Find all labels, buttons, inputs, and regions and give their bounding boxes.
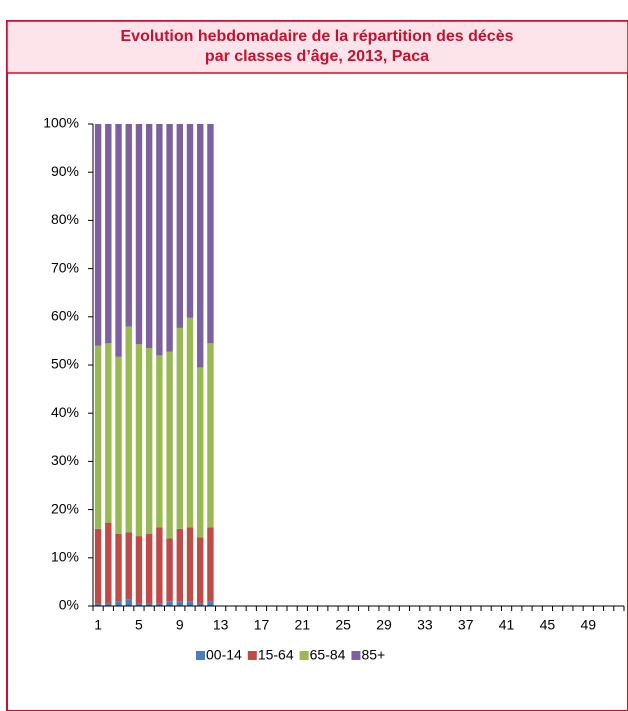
bar-segment	[105, 603, 112, 606]
legend-swatch	[196, 651, 205, 660]
bar-segment	[145, 603, 153, 606]
bar-segment	[186, 124, 194, 318]
y-tick-label: 70%	[51, 259, 79, 275]
bar-segment	[135, 536, 143, 604]
bar-segment	[176, 327, 183, 529]
bar-segment	[166, 124, 173, 352]
bar-segment	[145, 124, 153, 349]
y-tick-label: 40%	[51, 404, 79, 420]
bar-segment	[176, 124, 183, 328]
x-tick-label: 17	[254, 617, 270, 633]
x-tick-label: 13	[213, 617, 229, 633]
bar-segment	[197, 367, 204, 538]
bar-segment	[207, 527, 214, 602]
bar-segment	[105, 522, 112, 604]
bar-segment	[115, 356, 122, 534]
bar-segment	[197, 537, 204, 604]
bar-segment	[176, 528, 183, 602]
bar-segment	[145, 348, 153, 534]
x-tick-label: 9	[176, 617, 184, 633]
bar-segment	[135, 124, 143, 345]
x-tick-label: 49	[580, 617, 596, 633]
legend-swatch	[247, 651, 257, 660]
bar-segment	[156, 603, 163, 606]
bar-segment	[176, 601, 183, 606]
y-tick-label: 90%	[51, 163, 79, 179]
bar-segment	[125, 124, 132, 327]
y-tick-label: 0%	[59, 597, 79, 613]
bar-segment	[166, 601, 173, 606]
bar-segment	[156, 124, 163, 356]
bar-segment	[186, 601, 194, 606]
bar-segment	[156, 527, 163, 604]
bar-segment	[135, 603, 143, 606]
bar-segment	[197, 603, 204, 606]
y-tick-label: 30%	[51, 452, 79, 468]
bar-segment	[135, 344, 143, 537]
bar-segment	[207, 124, 214, 344]
bar-segment	[207, 343, 214, 528]
bar-segment	[115, 601, 122, 606]
bar-segment	[186, 527, 194, 602]
x-tick-label: 33	[417, 617, 433, 633]
y-tick-label: 50%	[51, 356, 79, 372]
x-tick-label: 5	[135, 617, 143, 633]
legend-label: 00-14	[206, 647, 242, 663]
bar-segment	[197, 124, 204, 368]
legend-label: 15-64	[258, 647, 294, 663]
legend-swatch	[351, 651, 361, 660]
y-tick-label: 60%	[51, 308, 79, 324]
legend-label: 65-84	[310, 647, 346, 663]
bar-segment	[115, 124, 122, 357]
chart-title: Evolution hebdomadaire de la répartition…	[121, 28, 514, 45]
x-tick-label: 1	[94, 617, 102, 633]
chart-subtitle: par classes d’âge, 2013, Paca	[205, 48, 429, 65]
legend-label: 85+	[361, 647, 385, 663]
bar-segment	[115, 533, 122, 602]
x-tick-label: 37	[458, 617, 474, 633]
bar-segment	[186, 317, 194, 528]
bar-segment	[94, 345, 102, 529]
x-tick-label: 41	[499, 617, 515, 633]
bar-segment	[145, 533, 153, 604]
bar-segment	[166, 351, 173, 539]
x-tick-label: 45	[540, 617, 556, 633]
bar-segment	[125, 599, 132, 606]
y-tick-label: 20%	[51, 500, 79, 516]
bar-segment	[125, 532, 132, 600]
legend-swatch	[299, 651, 309, 660]
bar-segment	[94, 124, 102, 346]
title-box	[6, 20, 628, 74]
bar-segment	[94, 603, 102, 606]
y-tick-label: 100%	[43, 115, 79, 131]
y-tick-label: 80%	[51, 211, 79, 227]
bar-segment	[105, 343, 112, 523]
bar-segment	[105, 124, 112, 344]
x-tick-label: 25	[335, 617, 351, 633]
bar-segment	[166, 538, 173, 602]
y-tick-label: 10%	[51, 549, 79, 565]
x-tick-label: 21	[295, 617, 311, 633]
bar-segment	[125, 326, 132, 533]
x-tick-label: 29	[376, 617, 392, 633]
bar-segment	[156, 355, 163, 528]
bar-segment	[94, 528, 102, 604]
bar-segment	[207, 601, 214, 606]
